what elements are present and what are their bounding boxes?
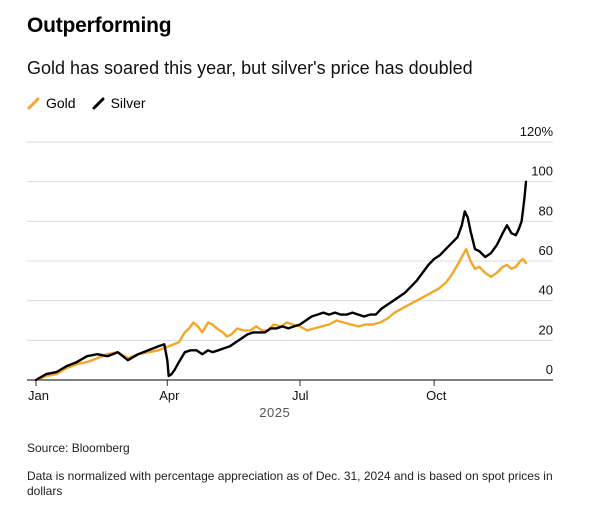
y-tick-label-120: 120%: [520, 124, 554, 139]
series-line-gold: [34, 247, 528, 382]
x-tick-label-jul: Jul: [292, 388, 309, 403]
x-tick-label-apr: Apr: [159, 388, 180, 403]
legend-label-gold: Gold: [46, 95, 76, 111]
y-tick-label-60: 60: [539, 243, 553, 258]
x-axis-year-label: 2025: [259, 405, 290, 420]
y-tick-label-20: 20: [539, 322, 553, 337]
x-tick-label-oct: Oct: [426, 388, 447, 403]
line-chart: 0 20 40 60 80 100 120% Jan Apr Jul Oct 2025: [27, 124, 554, 420]
legend-swatch-silver: [92, 97, 105, 110]
legend-label-silver: Silver: [110, 95, 146, 111]
methodology-note: Data is normalized with percentage appre…: [27, 469, 553, 498]
x-tick-label-jan: Jan: [28, 388, 49, 403]
legend-swatch-gold: [27, 97, 40, 110]
legend-item-silver: Silver: [92, 95, 146, 111]
y-tick-label-100: 100: [531, 164, 553, 179]
y-tick-label-80: 80: [539, 203, 553, 218]
chart-title: Outperforming: [27, 14, 172, 37]
chart-subtitle: Gold has soared this year, but silver's …: [27, 58, 473, 78]
legend: Gold Silver: [27, 95, 162, 111]
y-tick-label-0: 0: [546, 362, 553, 377]
legend-item-gold: Gold: [27, 95, 76, 111]
y-tick-label-40: 40: [539, 283, 553, 298]
source-note: Source: Bloomberg: [27, 441, 130, 455]
series-line-silver: [34, 180, 528, 382]
